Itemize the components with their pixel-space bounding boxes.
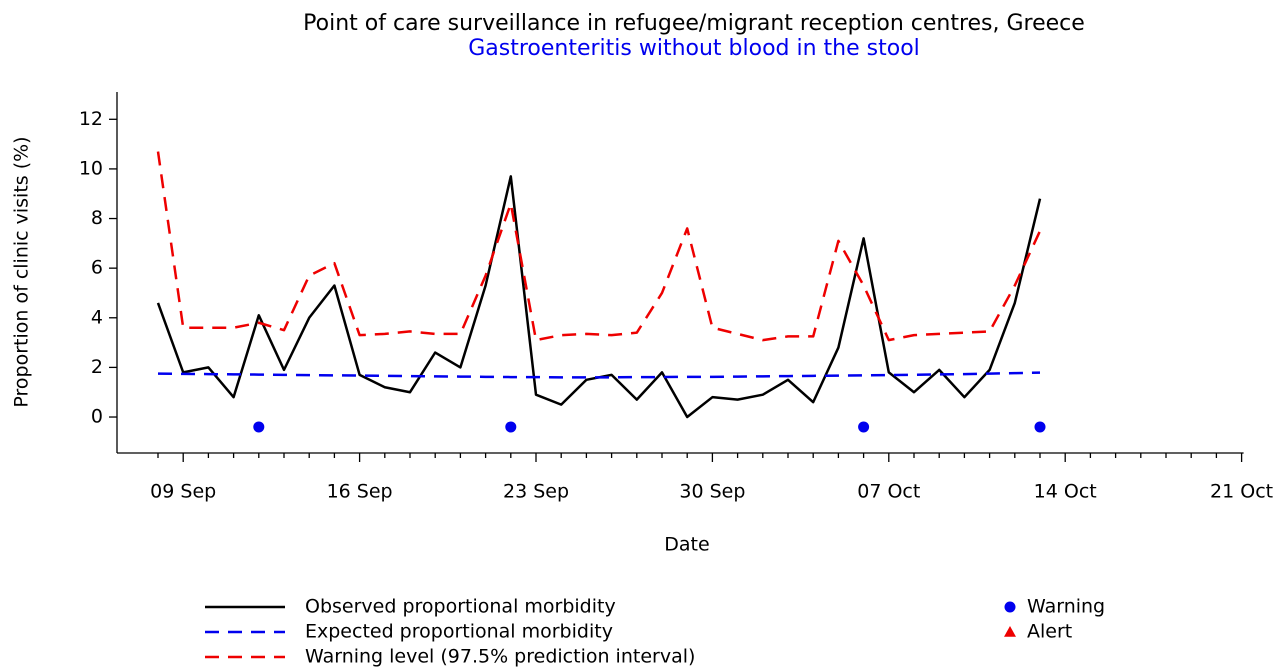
marker — [253, 421, 265, 433]
series-line — [157, 371, 1041, 379]
x-tick-label: 09 Sep — [150, 481, 216, 503]
y-tick-label: 4 — [91, 306, 103, 328]
legend-label: Warning — [1027, 596, 1105, 618]
legend-label: Observed proportional morbidity — [305, 596, 616, 618]
legend-swatch — [1004, 626, 1016, 637]
legend-swatch — [1004, 601, 1016, 613]
y-tick-label: 2 — [91, 356, 103, 378]
chart-subtitle: Gastroenteritis without blood in the sto… — [468, 36, 920, 61]
legend-label: Warning level (97.5% prediction interval… — [305, 646, 695, 668]
x-tick-label: 14 Oct — [1034, 481, 1097, 503]
series-line — [156, 175, 1042, 419]
y-tick-label: 10 — [79, 157, 103, 179]
x-tick-label: 30 Sep — [679, 481, 745, 503]
legend-label: Alert — [1027, 621, 1072, 643]
x-axis-label: Date — [664, 534, 709, 556]
y-tick-label: 12 — [79, 108, 103, 130]
y-tick-label: 0 — [91, 406, 103, 428]
y-axis-label: Proportion of clinic visits (%) — [11, 136, 33, 407]
marker — [505, 421, 517, 433]
x-tick-label: 07 Oct — [857, 481, 920, 503]
series-line — [156, 151, 1042, 342]
y-tick-label: 6 — [91, 257, 103, 279]
legend-label: Expected proportional morbidity — [305, 621, 613, 643]
y-tick-label: 8 — [91, 207, 103, 229]
marker — [1034, 421, 1046, 433]
x-tick-label: 21 Oct — [1210, 481, 1273, 503]
x-tick-label: 23 Sep — [503, 481, 569, 503]
x-tick-label: 16 Sep — [327, 481, 393, 503]
marker — [858, 421, 870, 433]
chart-title: Point of care surveillance in refugee/mi… — [303, 11, 1085, 36]
